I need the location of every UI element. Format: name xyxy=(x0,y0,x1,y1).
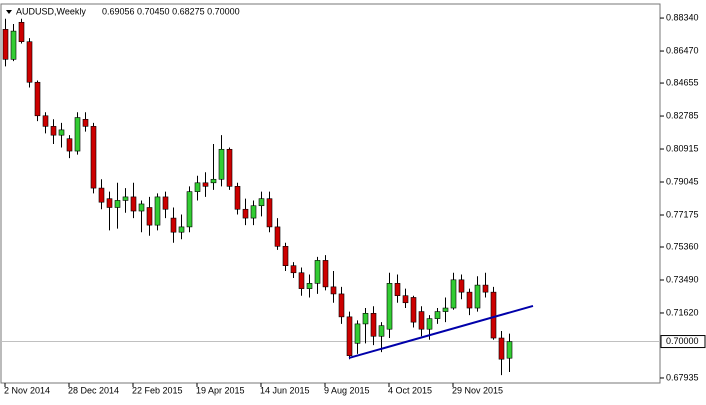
x-tick-label: 28 Dec 2014 xyxy=(68,385,119,395)
price-label-box xyxy=(660,335,706,349)
candle-body xyxy=(74,117,81,152)
candle-body xyxy=(90,126,97,189)
candle-body xyxy=(210,178,217,184)
y-tick-label: 0.67935 xyxy=(666,372,699,382)
candle-body xyxy=(106,198,113,208)
y-tick-label: 0.82785 xyxy=(666,110,699,120)
candle-body xyxy=(66,138,73,152)
candle-body xyxy=(450,279,457,309)
y-tick-label: 0.71620 xyxy=(666,307,699,317)
x-tick-label: 14 Jun 2015 xyxy=(260,385,310,395)
candle-body xyxy=(402,295,409,304)
y-tick-label: 0.86470 xyxy=(666,45,699,55)
candle-body xyxy=(154,196,161,226)
candle-body xyxy=(114,200,121,208)
candle-body xyxy=(330,286,337,295)
candle-body xyxy=(346,316,353,356)
candle-body xyxy=(170,217,177,233)
candle-body xyxy=(122,196,129,201)
candle-body xyxy=(410,297,417,323)
candle-body xyxy=(82,118,89,127)
candle-body xyxy=(258,198,265,207)
candle-body xyxy=(202,182,209,187)
y-tick-label: 0.79045 xyxy=(666,176,699,186)
candle-body xyxy=(482,284,489,293)
candle-body xyxy=(362,313,369,325)
x-tick-label: 9 Aug 2015 xyxy=(324,385,370,395)
y-tick-label: 0.77175 xyxy=(666,209,699,219)
candle-body xyxy=(98,187,105,203)
candle-body xyxy=(146,207,153,226)
y-tick-label: 0.88340 xyxy=(666,12,699,22)
candle-body xyxy=(242,208,249,219)
price-label: 0.70000 xyxy=(666,336,699,346)
x-tick-label: 4 Oct 2015 xyxy=(388,385,432,395)
plot-frame xyxy=(0,3,661,384)
y-tick-label: 0.80915 xyxy=(666,143,699,153)
collapse-triangle xyxy=(6,10,12,14)
candle-body xyxy=(178,226,185,233)
candle-body xyxy=(266,198,273,228)
trendline xyxy=(348,304,534,359)
candle-body xyxy=(322,260,329,288)
candle-body xyxy=(338,293,345,318)
y-tick-label: 0.73490 xyxy=(666,274,699,284)
candle-body xyxy=(314,260,321,284)
candle-body xyxy=(306,283,313,289)
x-tick-label: 29 Nov 2015 xyxy=(452,385,503,395)
candle-body xyxy=(426,318,433,330)
candle-body xyxy=(10,30,17,60)
candle-body xyxy=(42,115,49,127)
candle-body xyxy=(354,323,361,344)
candle-body xyxy=(434,311,441,319)
candle-body xyxy=(442,307,449,312)
x-tick-label: 2 Nov 2014 xyxy=(4,385,50,395)
candle-body xyxy=(418,311,425,330)
candle-body xyxy=(298,272,305,289)
candle-body xyxy=(218,148,225,180)
candle-body xyxy=(274,226,281,247)
chart-title: AUDUSD,Weekly xyxy=(16,6,86,16)
candle-body xyxy=(194,182,201,192)
candle-body xyxy=(226,148,233,187)
candle-body xyxy=(2,29,9,60)
candle-body xyxy=(130,196,137,212)
candle-body xyxy=(50,126,57,136)
x-tick-label: 19 Apr 2015 xyxy=(196,385,245,395)
candle-body xyxy=(394,283,401,296)
y-tick-label: 0.84655 xyxy=(666,77,699,87)
candle-body xyxy=(370,313,377,337)
y-tick-label: 0.75360 xyxy=(666,241,699,251)
candle-body xyxy=(378,325,385,337)
candle-body xyxy=(282,245,289,267)
quote: 0.69056 0.70450 0.68275 0.70000 xyxy=(102,6,240,16)
x-tick-label: 22 Feb 2015 xyxy=(132,385,183,395)
candle-body xyxy=(58,129,65,136)
candle-body xyxy=(250,205,257,219)
candle-body xyxy=(474,284,481,309)
candle-body xyxy=(138,203,145,212)
candle-body xyxy=(34,81,41,117)
candle-body xyxy=(162,196,169,210)
candle-body xyxy=(490,291,497,339)
candle-body xyxy=(458,279,465,293)
candle-body xyxy=(186,191,193,228)
candle-body xyxy=(26,41,33,83)
candle-body xyxy=(290,265,297,274)
candle-body xyxy=(18,21,25,42)
candle-body xyxy=(498,337,505,360)
candle-body xyxy=(506,341,513,359)
candle-body xyxy=(386,283,393,330)
candle-body xyxy=(234,186,241,210)
candle-body xyxy=(466,291,473,309)
